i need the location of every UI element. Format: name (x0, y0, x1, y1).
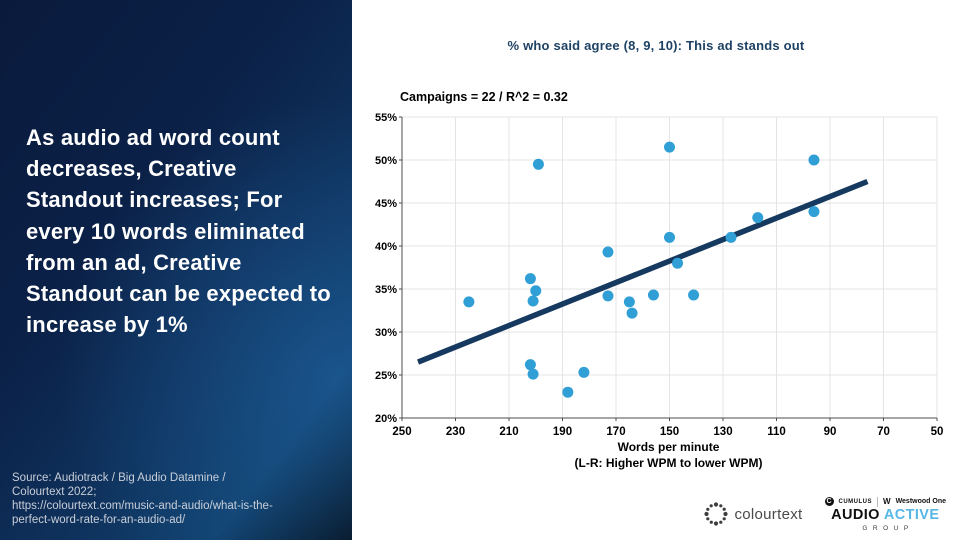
x-tick-label: 70 (877, 426, 890, 438)
scatter-point (808, 154, 820, 166)
colourtext-dot (723, 517, 727, 521)
scatter-point (463, 296, 475, 308)
colourtext-dot (714, 502, 719, 508)
x-tick-label: 50 (931, 426, 944, 438)
colourtext-dot (719, 521, 723, 525)
audio-active-group-logo: C CUMULUS W Westwood One AUDIO ACTIVE GRO… (824, 496, 946, 532)
chart-card: % who said agree (8, 9, 10): This ad sta… (352, 0, 960, 540)
aag-audio-text: AUDIO (831, 506, 880, 523)
aag-wordmark: AUDIO ACTIVE (831, 506, 940, 524)
scatter-point (524, 273, 536, 285)
colourtext-dot (710, 521, 714, 525)
scatter-chart: 55% 50% 45% 40% 35% 30% 25% 20%250 230 210 190 170 1… (375, 112, 944, 438)
y-tick-label: 40% (375, 241, 397, 253)
logo-divider (877, 496, 878, 507)
colourtext-dot (719, 504, 723, 508)
scatter-point (532, 158, 544, 170)
colourtext-dots-icon (704, 502, 729, 527)
colourtext-dot (704, 512, 710, 517)
aag-partner-row: C CUMULUS W Westwood One (824, 496, 946, 507)
left-navy-panel: As audio ad word count decreases, Creati… (0, 0, 352, 540)
y-tick-label: 20% (375, 413, 397, 425)
x-tick-label: 230 (446, 426, 465, 438)
scatter-point (725, 231, 737, 243)
scatter-point (647, 289, 659, 301)
x-axis-title-line1: Words per minute (617, 440, 720, 454)
colourtext-dot (710, 504, 714, 508)
x-tick-label: 190 (553, 426, 572, 438)
chart-title: % who said agree (8, 9, 10): This ad sta… (507, 38, 805, 53)
x-tick-label: 150 (660, 426, 679, 438)
y-tick-label: 55% (375, 112, 397, 124)
x-tick-label: 110 (767, 426, 786, 438)
scatter-point (752, 212, 764, 224)
colourtext-dot (706, 508, 710, 512)
scatter-point (524, 359, 536, 371)
x-tick-label: 170 (606, 426, 625, 438)
headline-text: As audio ad word count decreases, Creati… (26, 125, 331, 338)
trend-line (417, 178, 869, 365)
westwood-one-wordmark: Westwood One (895, 498, 946, 506)
y-tick-label: 25% (375, 370, 397, 382)
scatter-point (530, 285, 542, 297)
scatter-point (672, 257, 684, 269)
y-tick-label: 30% (375, 327, 397, 339)
x-axis-title-line2: (L-R: Higher WPM to lower WPM) (574, 455, 763, 470)
aag-active-text: ACTIVE (883, 506, 940, 523)
scatter-point (562, 386, 574, 398)
x-axis-title: Words per minute (L-R: Higher WPM to low… (400, 440, 937, 471)
chart-subtitle: Campaigns = 22 / R^2 = 0.32 (400, 90, 568, 104)
colourtext-dot (714, 521, 719, 527)
colourtext-wordmark: colourtext (734, 505, 803, 523)
x-tick-label: 250 (392, 426, 411, 438)
colourtext-dot (723, 512, 729, 517)
scatter-point (688, 289, 700, 301)
colourtext-dot (706, 517, 710, 521)
scatter-point (527, 295, 539, 307)
aag-group-text: GROUP (862, 524, 914, 532)
cumulus-wordmark: CUMULUS (838, 498, 872, 505)
x-tick-label: 130 (713, 426, 732, 438)
colourtext-dot (723, 508, 727, 512)
scatter-point (808, 206, 820, 218)
y-tick-label: 45% (375, 198, 397, 210)
scatter-point (664, 231, 675, 243)
westwood-one-icon: W (883, 496, 891, 506)
scatter-point (623, 296, 635, 308)
scatter-point (664, 141, 675, 153)
scatter-point (626, 307, 638, 319)
x-tick-label: 210 (499, 426, 518, 438)
scatter-point (527, 368, 539, 380)
scatter-point (578, 366, 590, 378)
scatter-point (602, 246, 614, 258)
colourtext-logo: colourtext (703, 501, 802, 527)
x-tick-label: 90 (824, 426, 837, 438)
footer-logos: colourtext C CUMULUS W Westwood One AUDI… (703, 497, 946, 532)
source-text: Source: Audiotrack / Big Audio Datamine … (12, 472, 273, 527)
cumulus-icon: C (824, 497, 834, 507)
scatter-point (602, 290, 614, 302)
y-tick-label: 50% (375, 155, 397, 167)
y-tick-label: 35% (375, 284, 397, 296)
